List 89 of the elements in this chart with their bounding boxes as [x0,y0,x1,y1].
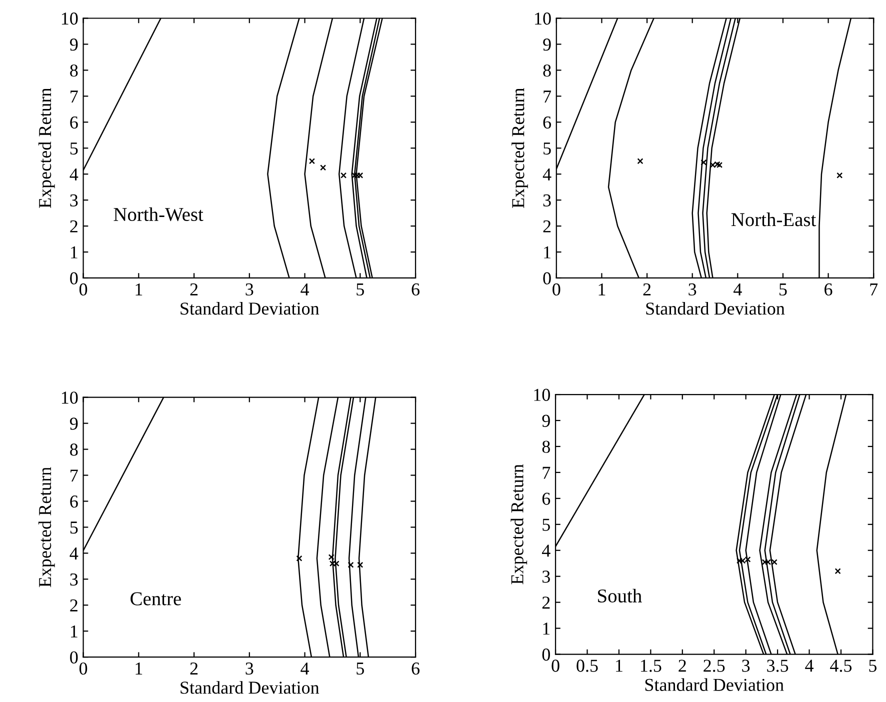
y-tick-label: 2 [542,596,550,609]
x-tick-label: 1 [616,660,622,672]
x-tick-label: 0 [79,662,88,675]
x-tick-label: 2 [190,283,198,296]
y-tick-label: 8 [70,64,78,77]
y-tick-label: 2 [70,599,78,612]
y-tick-label: 2 [70,220,78,232]
x-tick-label: 4.5 [830,660,852,672]
y-tick-label: 7 [544,90,552,102]
y-tick-label: 6 [70,116,78,129]
y-axis-title: Expected Return [38,88,55,208]
x-tick-label: 0.5 [576,660,598,672]
y-tick-label: 6 [542,492,550,505]
y-tick-label: 7 [70,470,78,482]
y-tick-label: 1 [70,246,78,258]
y-tick-label: 0 [70,272,78,284]
y-tick-label: 9 [70,418,78,430]
y-tick-label: 7 [542,466,550,479]
y-tick-label: 2 [543,220,551,232]
x-tick-label: 4 [300,283,310,296]
y-tick-label: 5 [542,518,550,531]
y-tick-label: 5 [70,522,78,534]
x-tick-label: 0 [79,283,88,296]
y-tick-label: 1 [544,246,550,258]
annotation: Centre [130,592,181,606]
x-tick-label: 2 [678,660,686,672]
y-tick-label: 9 [543,38,551,51]
x-tick-label: 1.5 [640,660,662,672]
x-tick-label: 6 [412,283,420,296]
y-tick-label: 8 [543,64,551,77]
x-tick-label: 3 [246,283,254,296]
x-tick-label: 5 [780,284,787,296]
y-axis-title: Expected Return [510,464,528,584]
x-axis-title: Standard Deviation [645,678,784,691]
y-axis-title: Expected Return [38,467,55,588]
y-tick-label: 1 [70,625,78,638]
annotation: North-East [731,212,816,226]
x-tick-label: 4 [733,283,742,296]
y-tick-label: 4 [70,548,78,560]
annotation: North-West [114,207,204,222]
x-tick-label: 6 [412,662,420,675]
x-axis-title: Standard Deviation [180,302,320,315]
x-tick-label: 3 [742,660,750,672]
x-tick-label: 3 [246,662,254,675]
y-tick-label: 10 [62,392,78,404]
annotation: South [598,588,642,603]
x-tick-label: 4 [300,662,310,674]
x-tick-label: 2 [190,662,198,674]
y-tick-label: 0 [542,648,550,661]
x-tick-label: 5 [869,660,877,672]
y-tick-label: 5 [70,142,78,155]
y-tick-label: 10 [534,388,550,401]
y-tick-label: 3 [70,573,78,586]
y-tick-label: 9 [70,38,78,51]
x-tick-label: 0 [552,660,560,672]
x-tick-label: 6 [824,283,832,296]
x-axis-title: Standard Deviation [646,302,785,315]
y-tick-label: 4 [542,168,552,180]
x-tick-label: 0 [552,283,560,296]
x-tick-label: 1 [136,283,142,296]
y-tick-label: 0 [70,651,78,664]
y-tick-label: 5 [544,142,551,155]
y-tick-label: 10 [535,12,551,25]
y-tick-label: 3 [542,570,550,583]
y-tick-label: 3 [70,194,78,207]
y-tick-label: 6 [543,116,552,129]
y-tick-label: 8 [542,440,550,453]
y-tick-label: 3 [543,194,551,207]
x-tick-label: 7 [870,284,878,296]
y-tick-label: 7 [70,90,78,102]
y-tick-label: 6 [70,496,78,508]
y-tick-label: 0 [543,272,551,284]
x-tick-label: 2.5 [704,660,725,672]
x-axis-title: Standard Deviation [180,681,320,694]
y-axis-title: Expected Return [512,88,528,208]
x-tick-label: 3.5 [767,660,788,672]
y-tick-label: 8 [70,444,78,456]
x-tick-label: 3 [688,283,696,296]
x-tick-label: 1 [598,283,606,296]
y-tick-label: 10 [62,12,78,25]
x-tick-label: 5 [356,284,364,296]
x-tick-label: 5 [356,662,364,675]
x-tick-label: 1 [136,662,142,674]
x-tick-label: 4 [805,660,814,672]
y-tick-label: 1 [543,622,550,635]
x-tick-label: 2 [643,283,651,296]
y-tick-label: 9 [542,414,550,427]
y-tick-label: 4 [70,168,78,180]
y-tick-label: 4 [542,544,550,557]
